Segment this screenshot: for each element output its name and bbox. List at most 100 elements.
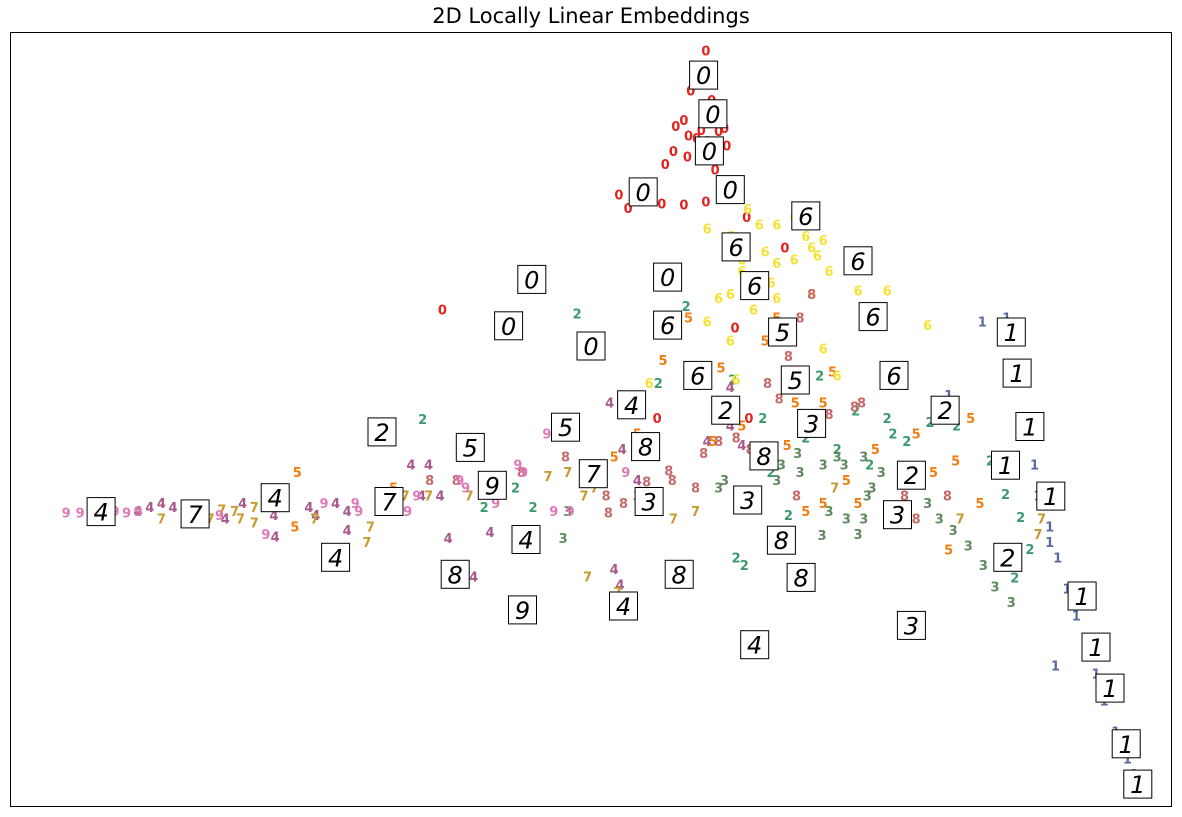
data-point-5: 5 [610, 451, 619, 466]
data-point-4: 4 [221, 513, 230, 528]
data-point-8: 8 [619, 497, 628, 512]
data-point-8: 8 [824, 408, 833, 423]
thumbnail-digit: 9 [515, 597, 530, 625]
data-point-6: 6 [703, 315, 712, 330]
data-point-5: 5 [944, 544, 953, 559]
thumbnail-frame [86, 497, 116, 527]
thumbnail-digit: 8 [793, 564, 808, 592]
thumbnail-digit: 1 [1088, 634, 1103, 662]
data-point-3: 3 [714, 482, 723, 497]
data-point-3: 3 [563, 505, 572, 520]
thumbnail-digit: 1 [1119, 731, 1134, 759]
digit-thumbnail-1: 1 [1081, 632, 1111, 662]
data-point-2: 2 [865, 458, 874, 473]
thumbnail-digit: 8 [774, 527, 789, 555]
digit-thumbnail-8: 8 [749, 441, 779, 471]
data-point-7: 7 [543, 470, 552, 485]
thumbnail-digit: 1 [1074, 583, 1089, 611]
thumbnail-frame [993, 542, 1023, 572]
thumbnail-digit: 2 [904, 462, 919, 490]
digit-thumbnail-4: 4 [511, 525, 541, 555]
data-point-4: 4 [469, 571, 478, 586]
data-point-5: 5 [819, 497, 828, 512]
thumbnail-digit: 9 [485, 472, 500, 500]
data-point-5: 5 [819, 397, 828, 412]
data-point-0: 0 [701, 44, 710, 59]
thumbnail-frame [791, 201, 821, 231]
data-point-1: 1 [1045, 536, 1054, 551]
digit-thumbnail-4: 4 [86, 497, 116, 527]
data-point-2: 2 [573, 308, 582, 323]
thumbnail-digit: 1 [1130, 771, 1145, 799]
data-point-2: 2 [511, 482, 520, 497]
thumbnail-digit: 1 [1043, 483, 1058, 511]
data-point-6: 6 [807, 242, 816, 257]
thumbnail-digit: 0 [583, 333, 598, 361]
thumbnail-digit: 1 [1102, 675, 1117, 703]
data-point-2: 2 [1016, 511, 1025, 526]
data-point-7: 7 [401, 489, 410, 504]
thumbnail-frame [653, 310, 683, 340]
data-point-7: 7 [691, 505, 700, 520]
data-point-6: 6 [755, 219, 764, 234]
thumbnail-digit: 4 [328, 544, 343, 572]
data-point-3: 3 [990, 581, 999, 596]
data-point-3: 3 [777, 458, 786, 473]
data-point-3: 3 [979, 559, 988, 574]
data-point-3: 3 [949, 524, 958, 539]
thumbnail-digit: 5 [775, 319, 790, 347]
thumbnail-frame [883, 500, 912, 530]
data-point-5: 5 [966, 412, 975, 427]
data-point-2: 2 [925, 416, 934, 431]
data-point-8: 8 [943, 489, 952, 504]
thumbnail-digit: 0 [705, 101, 720, 129]
thumbnail-digit: 8 [448, 561, 463, 589]
data-point-3: 3 [559, 532, 568, 547]
data-point-2: 2 [1025, 543, 1034, 558]
data-point-6: 6 [819, 342, 828, 357]
data-point-6: 6 [726, 288, 735, 303]
data-point-4: 4 [343, 524, 352, 539]
data-point-9: 9 [62, 506, 71, 521]
data-point-0: 0 [669, 145, 678, 160]
data-point-4: 4 [417, 489, 426, 504]
data-point-2: 2 [732, 551, 741, 566]
data-point-9: 9 [215, 509, 224, 524]
thumbnail-digit: 7 [586, 461, 602, 489]
digit-thumbnail-8: 8 [664, 559, 694, 589]
data-point-5: 5 [293, 466, 302, 481]
thumbnail-frame [721, 232, 751, 262]
thumbnail-digit: 2 [374, 419, 389, 447]
thumbnail-frame [631, 432, 661, 462]
data-point-2: 2 [766, 466, 775, 481]
data-point-8: 8 [561, 451, 570, 466]
data-point-5: 5 [783, 439, 792, 454]
digit-thumbnail-3: 3 [797, 408, 827, 438]
digit-thumbnail-6: 6 [879, 360, 909, 390]
digit-thumbnail-3: 3 [733, 485, 763, 515]
digit-thumbnail-5: 5 [551, 412, 580, 442]
data-point-7: 7 [956, 513, 965, 528]
data-point-3: 3 [853, 528, 862, 543]
thumbnail-frame [628, 177, 658, 207]
thumbnail-frame [653, 262, 683, 292]
data-point-9: 9 [76, 506, 85, 521]
digit-thumbnail-2: 2 [711, 395, 741, 425]
data-point-8: 8 [775, 393, 784, 408]
data-point-2: 2 [528, 501, 537, 516]
data-point-6: 6 [772, 292, 781, 307]
thumbnail-frame [996, 317, 1026, 347]
data-point-6: 6 [923, 319, 932, 334]
data-point-0: 0 [722, 140, 731, 155]
data-point-6: 6 [766, 277, 775, 292]
data-point-4: 4 [737, 439, 746, 454]
data-point-7: 7 [250, 501, 259, 516]
thumbnail-frame [1002, 358, 1032, 388]
data-point-3: 3 [840, 458, 849, 473]
data-point-8: 8 [642, 476, 651, 491]
digit-thumbnail-0: 0 [576, 331, 606, 361]
data-point-7: 7 [1037, 513, 1046, 528]
data-point-0: 0 [714, 125, 723, 140]
data-point-0: 0 [701, 195, 710, 210]
thumbnail-digit: 0 [660, 264, 675, 292]
